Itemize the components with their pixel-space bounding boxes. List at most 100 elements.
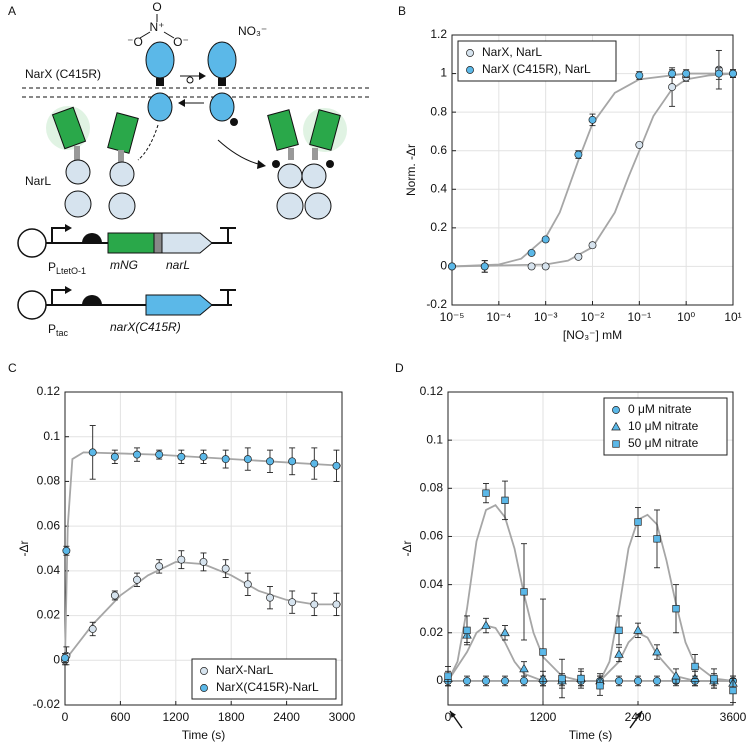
narl-mng xyxy=(267,109,299,151)
marker xyxy=(634,518,642,526)
marker xyxy=(155,450,164,459)
y-tick-label: 0.4 xyxy=(430,181,447,195)
y-tick-label: 0.8 xyxy=(430,104,447,118)
marker xyxy=(653,676,661,685)
phosphate xyxy=(272,160,280,168)
legend xyxy=(191,658,337,700)
promoter-label: Ptac xyxy=(48,322,69,338)
x-tick-label: 3600 xyxy=(720,710,747,724)
marker xyxy=(615,626,623,635)
marker xyxy=(710,674,718,683)
marker xyxy=(310,459,319,468)
gene-label: narX(C415R) xyxy=(110,320,181,334)
legend-label: 50 μM nitrate xyxy=(628,436,699,450)
marker xyxy=(633,625,643,634)
promoter-letter: P xyxy=(48,322,56,336)
narx-domain xyxy=(209,92,235,122)
marker xyxy=(611,421,621,431)
marker xyxy=(671,670,681,680)
y-axis-label: -Δr xyxy=(17,540,31,556)
x-axis-label: Time (s) xyxy=(182,728,226,742)
legend-label: 0 μM nitrate xyxy=(628,402,692,416)
y-tick-label: 0.2 xyxy=(430,220,447,234)
marker xyxy=(652,646,662,656)
promoter-letter: P xyxy=(48,260,56,274)
legend xyxy=(457,40,617,82)
gene-label: mNG xyxy=(110,258,138,272)
plot-area xyxy=(65,392,342,705)
fit-line xyxy=(451,72,733,268)
marker xyxy=(574,150,583,159)
marker xyxy=(110,591,119,600)
gene xyxy=(153,232,163,254)
marker xyxy=(672,605,680,613)
marker xyxy=(463,626,471,635)
axes-frame xyxy=(451,34,734,306)
legend-box xyxy=(191,658,337,700)
marker xyxy=(614,649,624,658)
marker xyxy=(634,676,642,685)
phosphate xyxy=(326,160,334,168)
marker xyxy=(541,235,550,244)
marker xyxy=(177,452,186,461)
narl-domain xyxy=(109,161,135,187)
narl-domain xyxy=(277,163,303,189)
y-tick-label: 0.06 xyxy=(420,529,444,543)
promoter xyxy=(51,289,66,305)
promoter-sub: LtetO-1 xyxy=(56,266,86,276)
y-tick-label: 0.12 xyxy=(37,384,61,398)
y-axis-label: Norm. -Δr xyxy=(404,144,418,196)
x-axis-label: [NO₃⁻] mM xyxy=(563,328,622,342)
x-tick-label: 0 xyxy=(445,710,452,724)
x-tick-label: 10⁻¹ xyxy=(627,310,651,324)
marker xyxy=(482,489,490,497)
terminator xyxy=(220,289,236,305)
y-tick-label: 0.1 xyxy=(43,429,60,443)
marker xyxy=(200,684,208,692)
marker xyxy=(481,620,491,629)
y-tick-label: 0.02 xyxy=(420,625,444,639)
y-tick-label: 0.6 xyxy=(430,143,447,157)
plasmid xyxy=(17,228,47,258)
marker xyxy=(577,674,585,683)
x-tick-label: 3000 xyxy=(329,710,356,724)
narl-mng xyxy=(107,112,139,154)
narl-mng xyxy=(51,106,87,150)
marker xyxy=(110,452,119,461)
narx-tm xyxy=(218,78,226,86)
gene-label: narL xyxy=(166,258,190,272)
marker xyxy=(463,676,471,685)
legend-box xyxy=(603,397,728,456)
x-tick-label: 10⁻³ xyxy=(534,310,558,324)
marker xyxy=(88,448,97,457)
marker xyxy=(288,598,297,607)
legend-label: NarX, NarL xyxy=(482,45,542,59)
y-tick-label: 0.02 xyxy=(37,608,61,622)
y-tick-label: 0.1 xyxy=(426,432,443,446)
annotation-arrowhead xyxy=(450,711,456,718)
marker xyxy=(588,115,597,124)
marker xyxy=(520,676,528,685)
arrow xyxy=(217,139,263,166)
y-tick-label: 1 xyxy=(440,66,447,80)
arrow xyxy=(178,99,185,107)
atom: ⁻O xyxy=(127,35,143,49)
marker xyxy=(558,674,566,683)
x-tick-label: 0 xyxy=(62,710,69,724)
y-tick-label: 0 xyxy=(440,259,447,273)
promoter xyxy=(51,227,66,243)
narx-tm xyxy=(156,78,164,86)
marker xyxy=(177,555,186,564)
marker xyxy=(501,676,509,685)
y-tick-label: -0.2 xyxy=(426,297,447,311)
narx-domain xyxy=(147,92,173,122)
gene xyxy=(107,232,155,254)
rbs xyxy=(82,233,102,243)
marker xyxy=(541,262,550,271)
nitrate-label: NO₃⁻ xyxy=(238,24,267,38)
bond xyxy=(139,31,151,39)
plasmid xyxy=(17,290,47,320)
x-tick-label: 10⁰ xyxy=(677,310,695,324)
marker xyxy=(266,593,274,602)
